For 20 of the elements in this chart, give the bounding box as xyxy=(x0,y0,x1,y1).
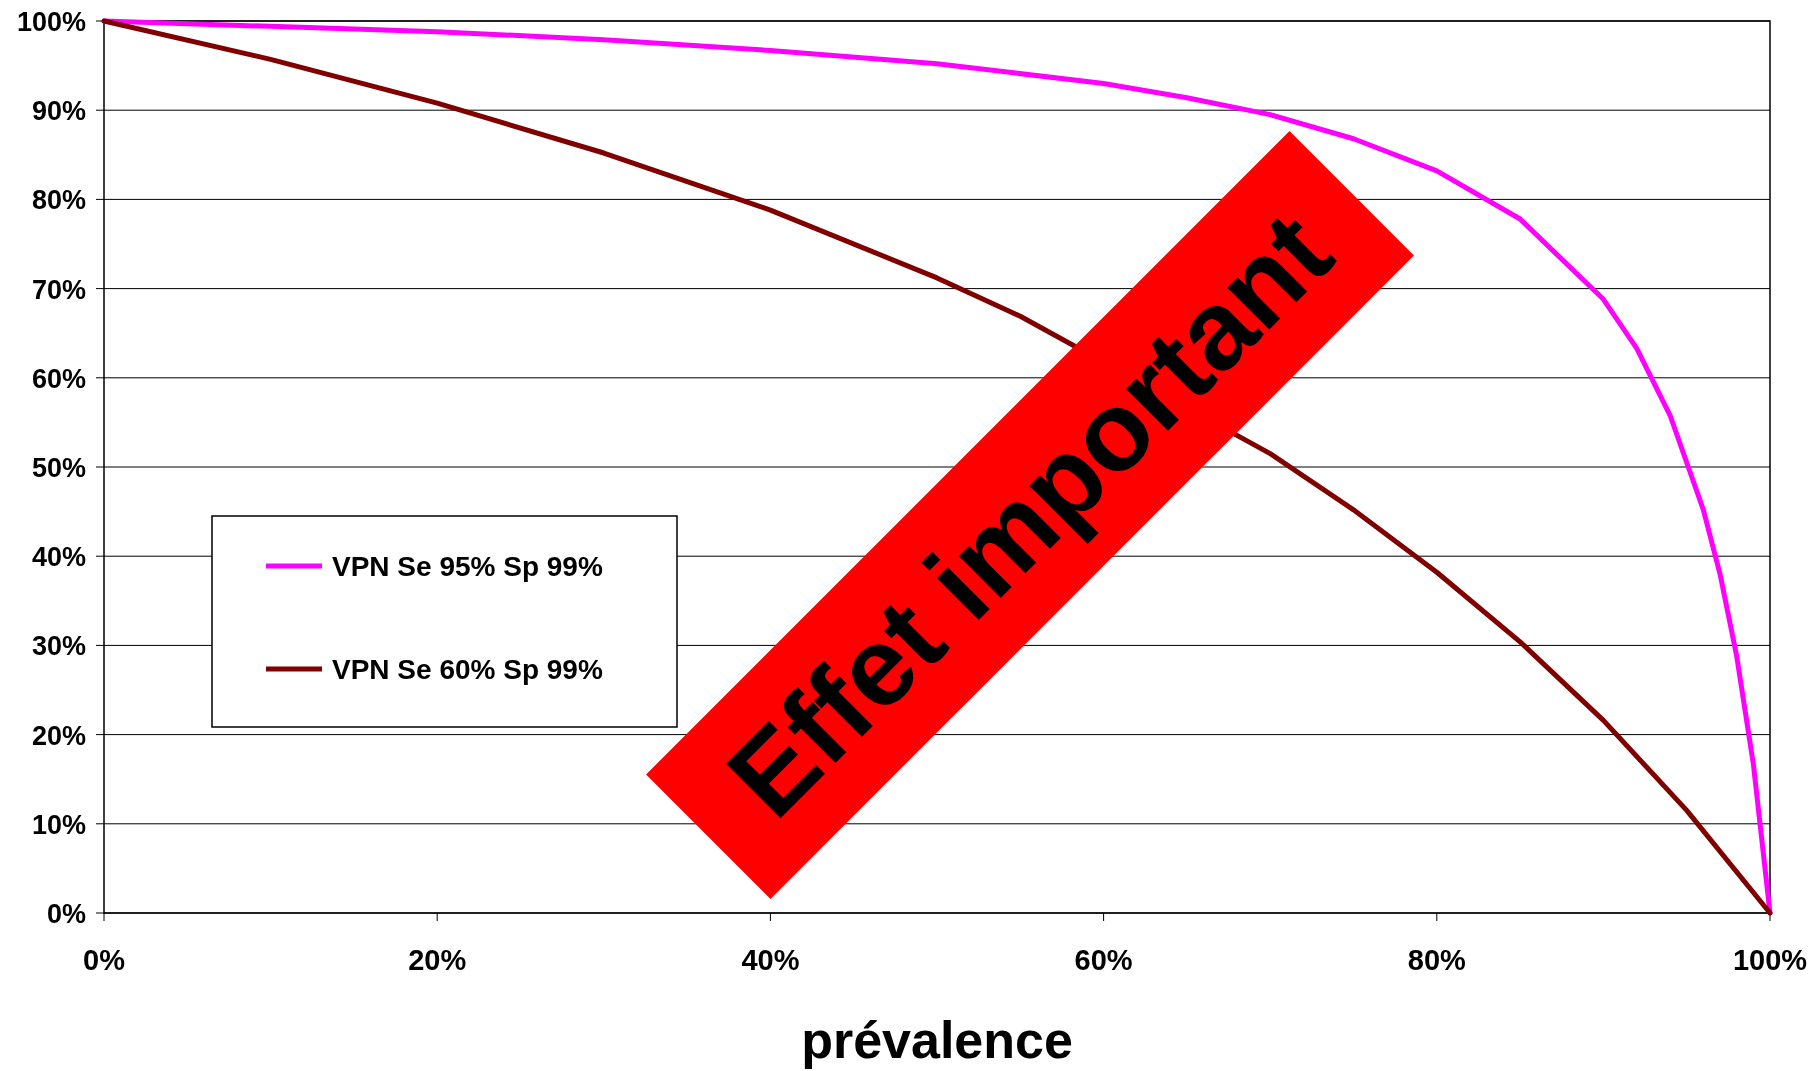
y-tick-label: 40% xyxy=(31,542,86,573)
y-tick-label: 60% xyxy=(31,363,86,394)
y-tick-label: 30% xyxy=(31,631,86,662)
y-tick-label: 0% xyxy=(46,899,86,929)
x-tick-label: 80% xyxy=(1407,944,1467,976)
legend-label: VPN Se 60% Sp 99% xyxy=(332,654,603,685)
x-tick-label: 40% xyxy=(741,944,800,976)
x-tick-label: 60% xyxy=(1074,944,1133,976)
x-tick-label: 0% xyxy=(83,944,126,976)
y-tick-label: 90% xyxy=(31,96,86,127)
x-tick-label: 20% xyxy=(408,944,467,976)
legend-label: VPN Se 95% Sp 99% xyxy=(332,551,603,582)
x-tick-label: 100% xyxy=(1732,944,1808,976)
y-tick-label: 20% xyxy=(31,720,86,751)
y-tick-label: 70% xyxy=(31,274,86,305)
y-tick-label: 80% xyxy=(31,185,86,216)
x-axis-title: prévalence xyxy=(801,1011,1073,1069)
y-tick-label: 10% xyxy=(31,809,86,840)
y-tick-label: 100% xyxy=(16,7,86,37)
y-tick-label: 50% xyxy=(31,453,86,483)
